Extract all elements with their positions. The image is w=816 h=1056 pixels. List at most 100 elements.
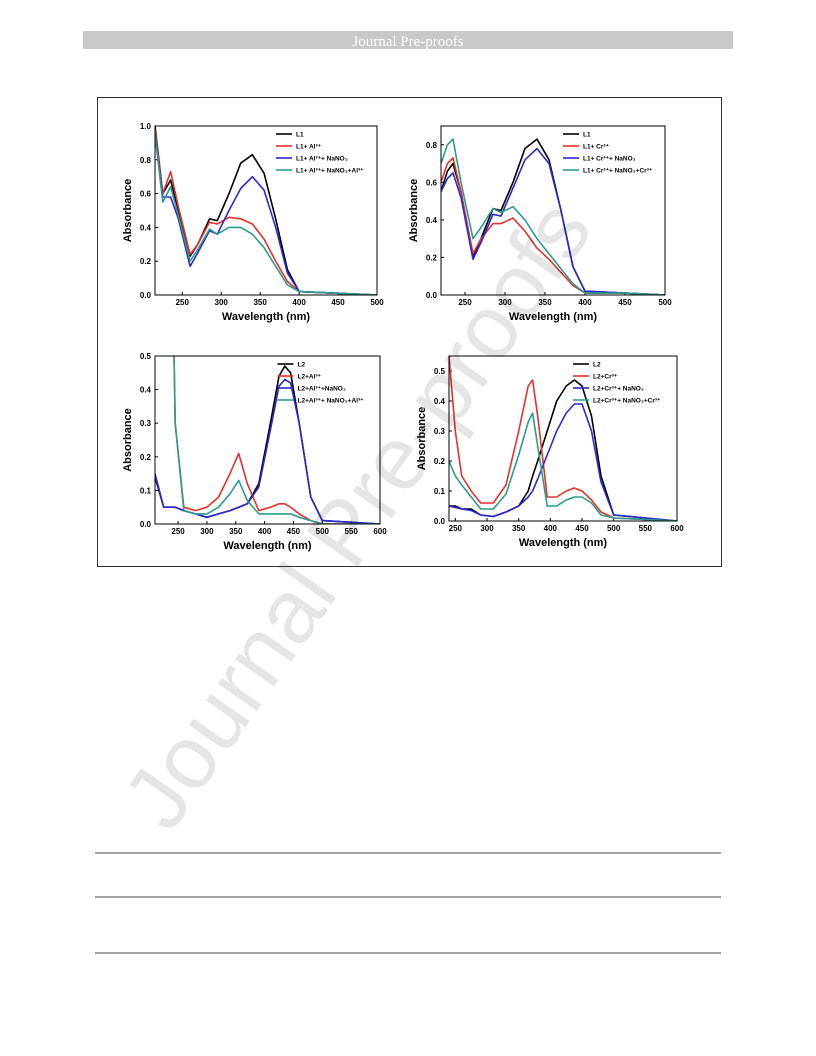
series-line — [449, 356, 677, 521]
series-line — [173, 356, 380, 524]
y-tick-label: 0.1 — [434, 487, 446, 496]
x-tick-label: 450 — [575, 524, 589, 533]
x-tick-label: 400 — [292, 298, 306, 307]
x-tick-label: 550 — [344, 527, 358, 536]
series-line — [155, 134, 377, 295]
legend-label: L1+ Al³⁺+ NaNO₃+Al³⁺ — [296, 168, 364, 175]
series-line — [441, 138, 665, 295]
plot-frame — [154, 355, 381, 525]
y-tick-label: 0.2 — [434, 457, 446, 466]
x-tick-label: 600 — [373, 527, 387, 536]
plot — [441, 138, 665, 295]
series-line — [449, 412, 677, 521]
y-tick-label: 0.6 — [426, 178, 438, 187]
y-tick-label: 0.1 — [140, 486, 152, 495]
legend-label: L2+Al³⁺+ NaNO₃+Al³⁺ — [298, 398, 365, 405]
y-axis-label: Absorbance — [122, 179, 134, 243]
plot — [155, 356, 380, 524]
y-tick-label: 0.3 — [140, 419, 152, 428]
legend-label: L1+ Cr³⁺ — [583, 144, 610, 151]
series-line — [441, 157, 665, 295]
plot-frame — [448, 355, 678, 522]
x-tick-label: 400 — [578, 298, 592, 307]
legend-label: L1+ Cr³⁺+ NaNO₃+Cr³⁺ — [583, 168, 653, 175]
x-tick-label: 300 — [498, 298, 512, 307]
x-tick-label: 500 — [607, 524, 621, 533]
legend-label: L1 — [296, 132, 304, 139]
series-line — [449, 403, 677, 521]
y-tick-label: 0.5 — [140, 352, 152, 361]
x-tick-label: 350 — [229, 527, 243, 536]
legend-label: L1+ Al³⁺ — [296, 144, 322, 151]
legend-label: L1+ Cr³⁺+ NaNO₃ — [583, 156, 636, 163]
y-tick-label: 0.3 — [434, 427, 446, 436]
x-tick-label: 250 — [458, 298, 472, 307]
x-axis-label: Wavelength (nm) — [519, 537, 608, 549]
x-tick-label: 400 — [258, 527, 272, 536]
x-tick-label: 450 — [287, 527, 301, 536]
series-line — [449, 379, 677, 521]
plot-frame — [440, 125, 666, 296]
y-tick-label: 0.0 — [140, 520, 152, 529]
legend-label: L2+Cr³⁺ — [593, 374, 618, 381]
x-tick-label: 500 — [658, 298, 672, 307]
header-bar — [83, 31, 733, 49]
chart: 250 300 350 400 450 500 0.0 0.2 0.4 0.6 0.8 Wavelen… — [408, 125, 672, 323]
series-line — [173, 356, 380, 524]
chart: 250 300 350 400 450 500 0.0 0.2 0.4 0.6 0.8 1.0 Wave… — [122, 122, 384, 323]
y-tick-label: 0.0 — [434, 517, 446, 526]
chart: 250 300 350 400 450 500 550 600 0.0 0.1 0.2 0.3 0.4 0… — [416, 355, 684, 549]
plot — [449, 356, 677, 521]
y-tick-label: 0.2 — [140, 453, 152, 462]
y-tick-label: 1.0 — [140, 122, 152, 131]
series-line — [155, 129, 377, 295]
figure-frame — [97, 97, 722, 567]
series-line — [155, 134, 377, 295]
y-tick-label: 0.5 — [434, 367, 446, 376]
legend-label: L1+ Al³⁺+ NaNO₃ — [296, 156, 348, 163]
x-tick-label: 450 — [331, 298, 345, 307]
y-tick-label: 0.6 — [140, 190, 152, 199]
x-axis-label: Wavelength (nm) — [222, 311, 311, 323]
y-axis-label: Absorbance — [122, 408, 134, 472]
x-tick-label: 250 — [171, 527, 185, 536]
y-tick-label: 0.0 — [426, 291, 438, 300]
x-tick-label: 300 — [200, 527, 214, 536]
x-tick-label: 250 — [449, 524, 463, 533]
x-tick-label: 400 — [544, 524, 558, 533]
chart: 250 300 350 400 450 500 550 600 0.0 0.1 0.2 0.3 0.4 0… — [122, 352, 387, 552]
x-tick-label: 350 — [512, 524, 526, 533]
y-tick-label: 0.8 — [140, 156, 152, 165]
x-tick-label: 350 — [538, 298, 552, 307]
y-axis-label: Absorbance — [408, 179, 420, 243]
legend-label: L2+Al³⁺ — [298, 374, 322, 381]
plot — [155, 126, 377, 295]
x-tick-label: 300 — [215, 298, 229, 307]
x-axis-label: Wavelength (nm) — [223, 540, 312, 552]
x-tick-label: 550 — [639, 524, 653, 533]
legend-label: L2 — [593, 362, 601, 369]
legend-label: L2+Cr³⁺+ NaNO₃+Cr³⁺ — [593, 398, 661, 405]
y-tick-label: 0.4 — [434, 397, 446, 406]
y-tick-label: 0.2 — [426, 253, 438, 262]
x-tick-label: 300 — [480, 524, 494, 533]
x-tick-label: 600 — [670, 524, 684, 533]
series-line — [441, 147, 665, 295]
legend-label: L2 — [298, 362, 306, 369]
series-line — [155, 126, 377, 295]
y-tick-label: 0.4 — [426, 216, 438, 225]
header-title: Journal Pre-proofs — [352, 34, 463, 50]
figure: 250 300 350 400 450 500 0.0 0.2 0.4 0.6 0.8 1.0 Wave… — [122, 122, 684, 552]
plot-frame — [154, 125, 378, 296]
legend-label: L2+Cr³⁺+ NaNO₃ — [593, 386, 644, 393]
x-tick-label: 350 — [253, 298, 267, 307]
x-tick-label: 250 — [176, 298, 190, 307]
y-tick-label: 0.4 — [140, 223, 152, 232]
series-line — [155, 378, 380, 524]
x-axis-label: Wavelength (nm) — [509, 311, 598, 323]
x-tick-label: 500 — [370, 298, 384, 307]
watermark: Journal Pre-proofs — [104, 183, 611, 847]
legend-label: L2+Al³⁺+NaNO₃ — [298, 386, 346, 393]
